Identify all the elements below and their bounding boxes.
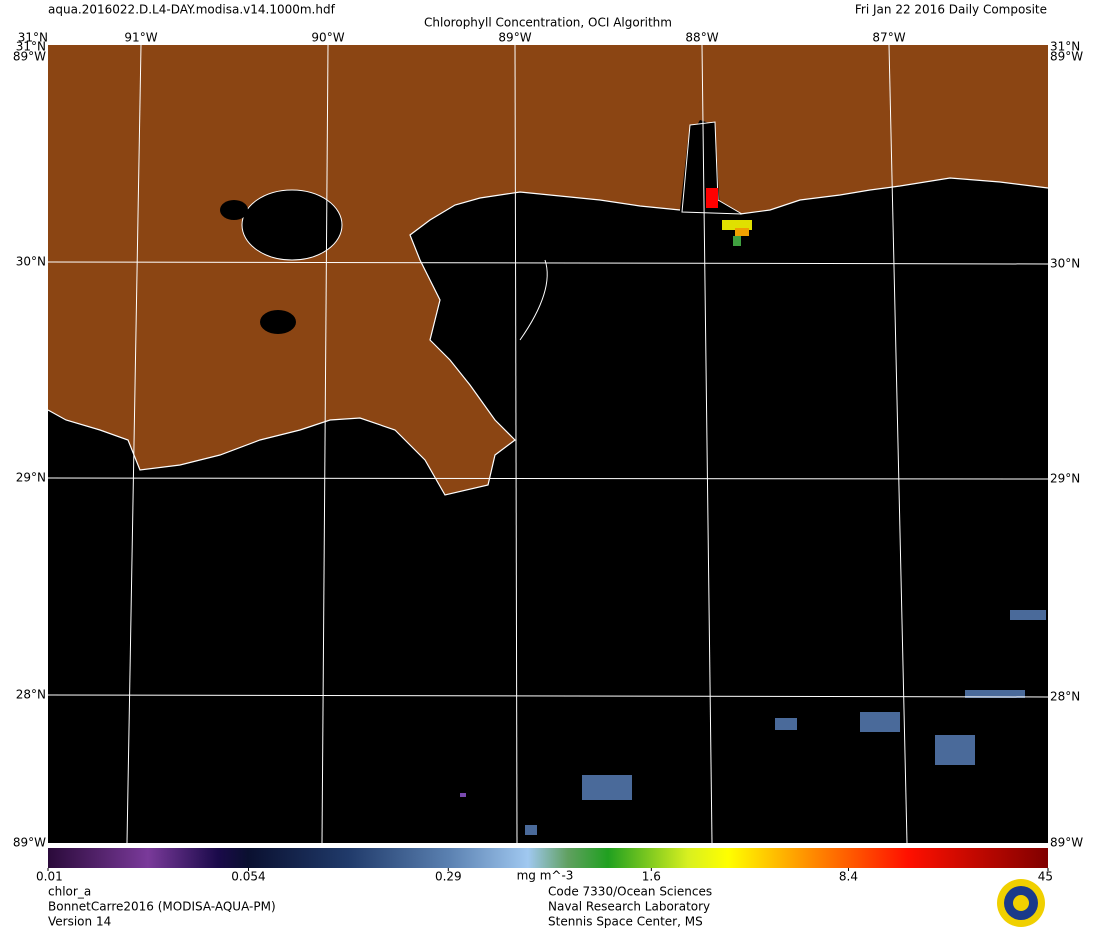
date: Fri Jan 22 2016 Daily Composite: [855, 3, 1047, 17]
footer-left: chlor_a: [48, 885, 91, 899]
longitude-label: 89°W: [498, 31, 531, 45]
colorbar-tick-label: 8.4: [839, 870, 858, 884]
longitude-label: 91°W: [124, 31, 157, 45]
colorbar-unit: mg m^-3: [517, 869, 574, 883]
longitude-line: [126, 44, 142, 844]
footer-center: Code 7330/Ocean Sciences: [548, 885, 712, 899]
colorbar-tick-label: 45: [1038, 870, 1053, 884]
latitude-label: 30°N: [1050, 257, 1080, 271]
title: Chlorophyll Concentration, OCI Algorithm: [424, 16, 672, 30]
corner-label: 89°W: [13, 50, 46, 64]
latitude-label: 31°N: [1050, 40, 1080, 54]
longitude-line: [701, 44, 713, 844]
longitude-line: [888, 44, 908, 844]
longitude-label: 88°W: [685, 31, 718, 45]
footer-center: Stennis Space Center, MS: [548, 915, 703, 929]
latitude-label: 28°N: [1050, 690, 1080, 704]
latitude-label: 29°N: [1050, 472, 1080, 486]
colorbar-tick-label: 0.054: [231, 870, 265, 884]
chlorophyll-plume: [706, 188, 752, 246]
corner-label: 89°W: [1050, 50, 1083, 64]
colorbar: [48, 848, 1048, 868]
latitude-label: 31°N: [16, 40, 46, 54]
lake-maurepas: [220, 200, 248, 220]
corner-label: 89°W: [1050, 836, 1083, 850]
lake-pontchartrain: [241, 189, 343, 261]
footer-left: BonnetCarre2016 (MODISA-AQUA-PM): [48, 900, 276, 914]
longitude-line: [321, 44, 329, 844]
latitude-label: 30°N: [16, 255, 46, 269]
colorbar-tick-label: 0.29: [435, 870, 462, 884]
latitude-label: 29°N: [16, 471, 46, 485]
chandeleur-islands: [519, 259, 548, 341]
longitude-label: 87°W: [872, 31, 905, 45]
latitude-label: 28°N: [16, 688, 46, 702]
longitude-line: [514, 44, 518, 844]
latitude-label: 31°N: [18, 31, 48, 45]
colorbar-tick-label: 0.01: [36, 870, 63, 884]
latitude-line: [47, 694, 1049, 698]
footer-left: Version 14: [48, 915, 111, 929]
corner-label: 89°W: [13, 836, 46, 850]
chlorophyll-speckles: [460, 610, 1046, 835]
file-name: aqua.2016022.D.L4-DAY.modisa.v14.1000m.h…: [48, 3, 336, 17]
latitude-line: [47, 261, 1049, 265]
land: [48, 45, 1048, 495]
latitude-line: [47, 477, 1049, 480]
graticule: [47, 44, 1049, 844]
colorbar-tick-label: 1.6: [642, 870, 661, 884]
coastline: [47, 177, 1049, 496]
longitude-label: 90°W: [311, 31, 344, 45]
mobile-bay: [681, 121, 743, 215]
map: [47, 44, 1049, 844]
footer-center: Naval Research Laboratory: [548, 900, 710, 914]
lake: [260, 310, 296, 334]
logo: [997, 879, 1045, 927]
